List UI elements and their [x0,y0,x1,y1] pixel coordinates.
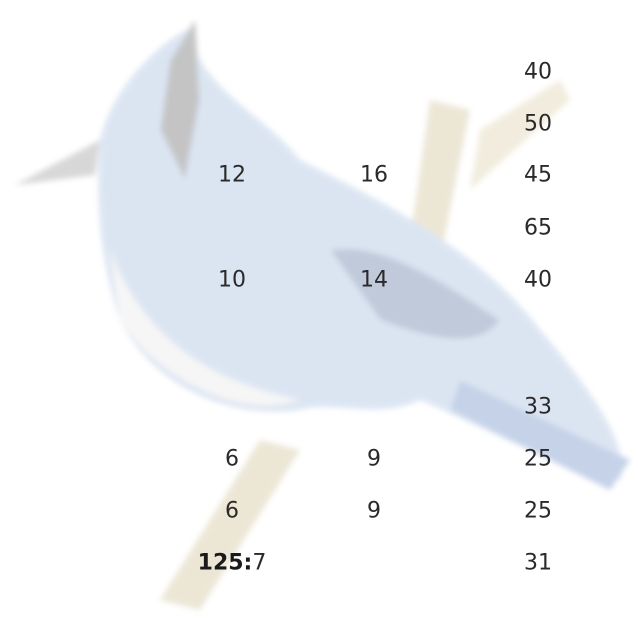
cell-label: 125: [198,551,253,576]
grid-cell: 9 [367,499,381,524]
grid-cell: 6 [225,499,239,524]
grid-cell: 65 [524,216,552,241]
grid-cell: 125:7 [198,551,267,576]
cell-value: 7 [252,551,266,576]
page: {"rows": [ [null, null, 40], [null, null… [0,0,638,627]
grid-cell: 14 [360,268,388,293]
grid-cell: 10 [218,268,246,293]
grid-cell: 6 [225,447,239,472]
grid-cell: 50 [524,112,552,137]
grid-cell: 33 [524,395,552,420]
grid-cell: 9 [367,447,381,472]
grid-cell: 12 [218,163,246,188]
grid-cell: 25 [524,447,552,472]
number-grid: 40 50 12 16 45 65 10 14 40 33 6 9 25 6 9 25 125:7 31 [0,0,638,627]
grid-cell: 40 [524,60,552,85]
grid-cell: 16 [360,163,388,188]
grid-cell: 25 [524,499,552,524]
grid-cell: 40 [524,268,552,293]
grid-cell: 31 [524,551,552,576]
grid-cell: 45 [524,163,552,188]
